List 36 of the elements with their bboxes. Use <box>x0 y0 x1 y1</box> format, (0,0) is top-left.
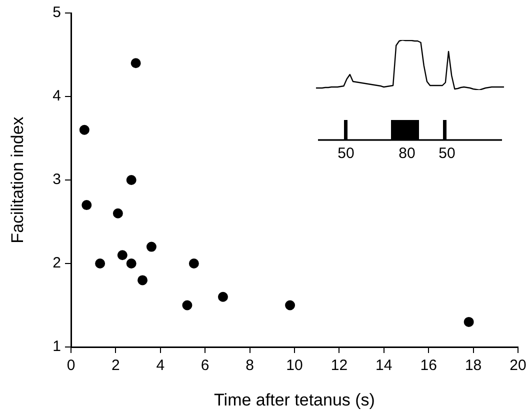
x-tick-label: 2 <box>112 357 120 374</box>
x-tick-label: 10 <box>286 357 303 374</box>
y-axis-title: Facilitation index <box>8 116 27 244</box>
annotation: 50 <box>338 145 354 162</box>
x-tick-label: 8 <box>246 357 254 374</box>
point <box>464 316 474 327</box>
y-tick-label: 1 <box>52 338 61 356</box>
y-tick-label: 4 <box>52 88 61 105</box>
x-tick-label: 6 <box>200 357 210 374</box>
point <box>130 58 141 68</box>
point <box>218 292 228 302</box>
point <box>95 258 106 268</box>
y-tick-label: 3 <box>52 171 61 188</box>
x-tick-label: 14 <box>376 357 392 374</box>
x-tick-label: 16 <box>420 357 437 374</box>
point <box>112 208 123 218</box>
point <box>188 258 199 268</box>
point <box>126 175 136 185</box>
point <box>138 275 148 286</box>
point <box>285 300 296 310</box>
annotation: 80 <box>398 145 416 162</box>
x-tick-label: 18 <box>464 357 482 374</box>
x-tick-label: 4 <box>156 357 165 374</box>
point <box>182 300 192 310</box>
x-tick-label: 20 <box>510 357 526 374</box>
point <box>82 200 92 210</box>
y-tick-label: 5 <box>52 4 61 22</box>
annotation: 50 <box>438 145 456 162</box>
x-axis-title: Time after tetanus (s) <box>214 390 375 410</box>
point <box>126 258 136 268</box>
x-tick-label: 0 <box>66 357 76 374</box>
point <box>79 124 90 135</box>
x-tick-label: 12 <box>330 357 348 374</box>
y-tick-label: 2 <box>52 254 61 272</box>
point <box>146 242 156 252</box>
point <box>117 250 128 260</box>
